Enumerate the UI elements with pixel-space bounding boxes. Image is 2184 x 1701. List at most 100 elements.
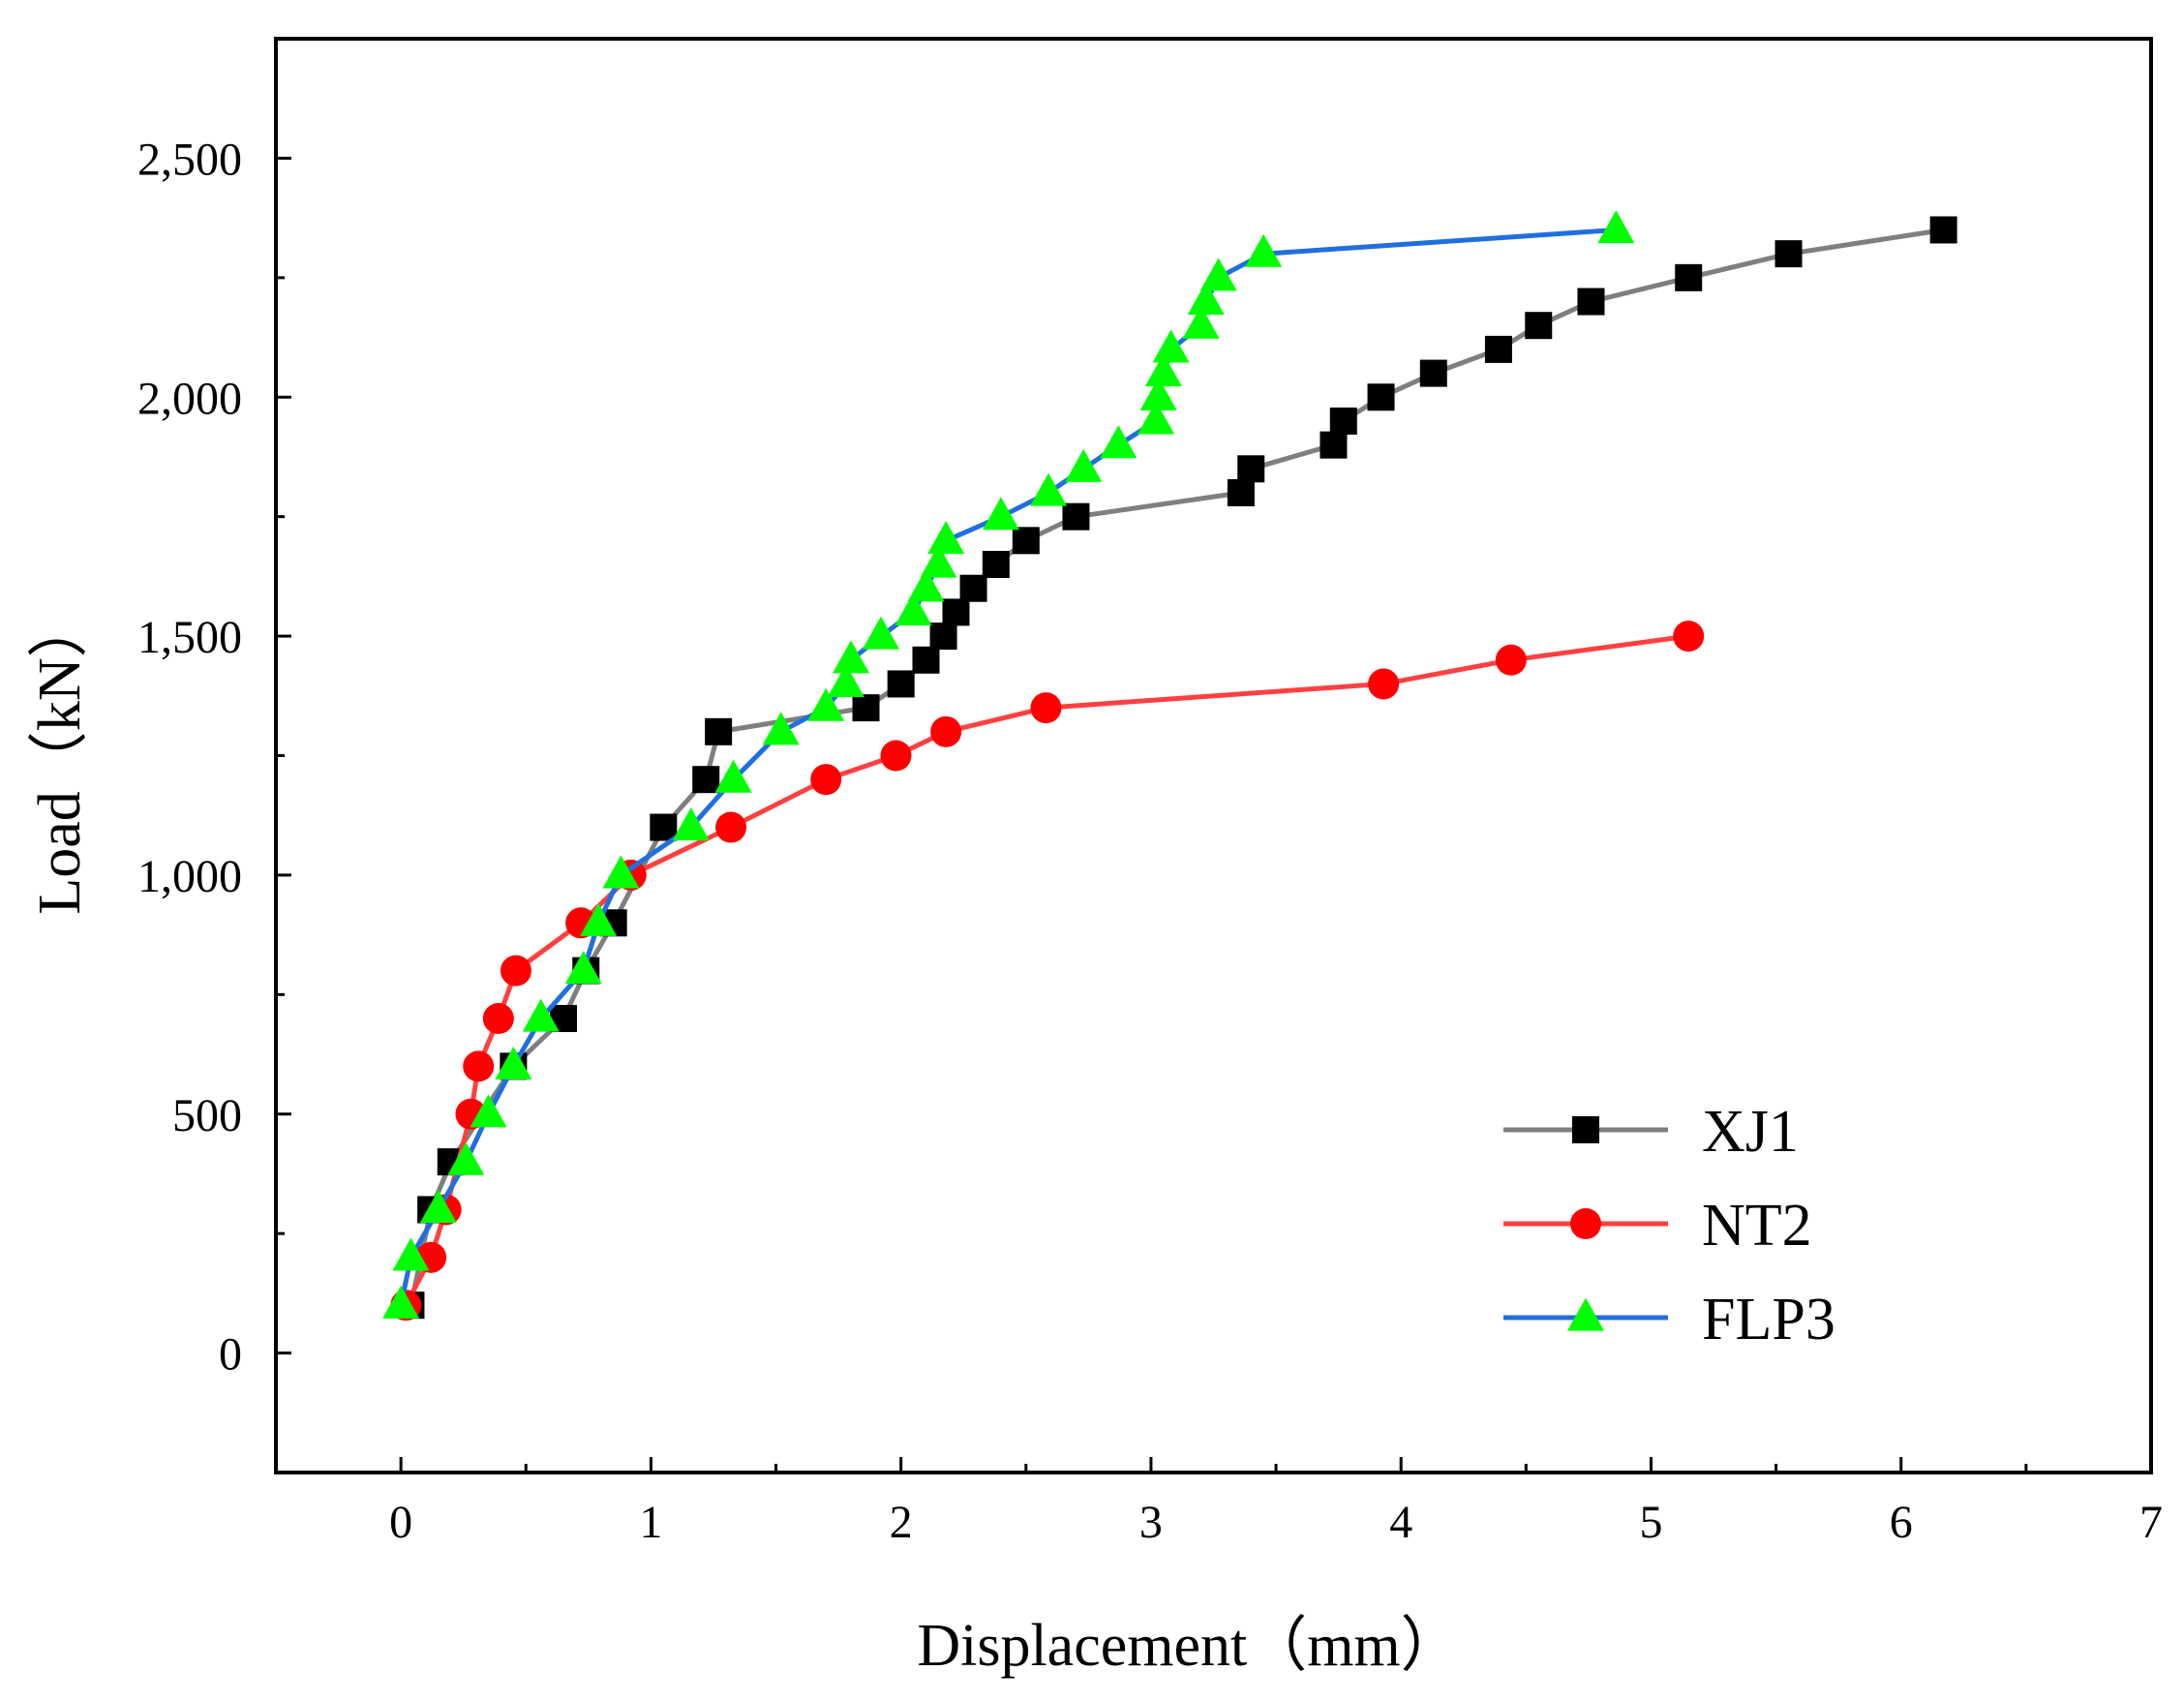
data-point-nt2: [1495, 644, 1527, 676]
data-point-xj1: [982, 551, 1010, 579]
data-point-flp3: [1245, 233, 1283, 267]
x-tick-label: 3: [1139, 1497, 1163, 1548]
y-tick-label: 2,500: [137, 134, 242, 185]
data-point-flp3: [470, 1094, 507, 1128]
data-point-xj1: [1577, 288, 1605, 316]
data-point-nt2: [1030, 692, 1062, 724]
data-point-flp3: [927, 520, 965, 554]
x-tick-label: 6: [1890, 1497, 1913, 1548]
x-tick-label: 0: [389, 1497, 412, 1548]
data-point-flp3: [1139, 377, 1177, 410]
data-point-xj1: [1012, 527, 1040, 555]
data-point-flp3: [1187, 282, 1225, 316]
data-point-xj1: [1227, 478, 1255, 506]
legend-label: XJ1: [1702, 1099, 1799, 1165]
data-point-xj1: [912, 646, 940, 674]
data-point-xj1: [650, 813, 678, 841]
data-point-nt2: [1673, 621, 1705, 653]
data-point-flp3: [1152, 329, 1190, 363]
data-point-nt2: [482, 1003, 514, 1035]
data-point-nt2: [715, 811, 747, 843]
legend-item-nt2: NT2: [1503, 1193, 1812, 1259]
data-point-xj1: [692, 766, 720, 794]
data-point-flp3: [714, 759, 752, 793]
data-point-flp3: [1182, 305, 1220, 339]
series-flp3: [382, 210, 1635, 1319]
data-point-flp3: [419, 1190, 457, 1224]
data-point-xj1: [942, 598, 970, 626]
data-point-nt2: [880, 740, 912, 772]
series-layer: [382, 210, 1957, 1321]
data-point-flp3: [1144, 353, 1182, 387]
data-point-flp3: [522, 998, 560, 1032]
y-tick-label: 1,500: [137, 612, 242, 663]
data-point-flp3: [807, 687, 845, 721]
y-tick-label: 2,000: [137, 373, 242, 424]
data-point-flp3: [580, 902, 618, 936]
data-point-nt2: [930, 715, 962, 747]
data-point-flp3: [1065, 448, 1103, 482]
data-point-flp3: [1138, 401, 1175, 435]
y-axis: 0 500 1,000 1,500 2,000 2,500: [137, 134, 291, 1381]
data-point-flp3: [1100, 425, 1138, 459]
y-tick-label: 500: [172, 1090, 242, 1141]
x-tick-label: 2: [890, 1497, 913, 1548]
data-point-xj1: [1929, 216, 1957, 244]
data-point-flp3: [1199, 258, 1237, 291]
data-point-flp3: [762, 712, 800, 745]
legend-item-flp3: FLP3: [1503, 1287, 1835, 1352]
series-line-flp3: [398, 228, 1617, 1306]
y-tick-label: 1,000: [137, 851, 242, 902]
data-point-flp3: [1030, 472, 1068, 506]
legend-marker: [1572, 1116, 1599, 1143]
data-point-xj1: [959, 574, 987, 602]
data-point-nt2: [810, 764, 842, 796]
y-axis-title: Load（kN）: [27, 597, 93, 914]
legend-label: NT2: [1702, 1193, 1812, 1259]
data-point-xj1: [1675, 263, 1703, 291]
data-point-xj1: [1525, 312, 1553, 340]
data-point-flp3: [564, 951, 602, 985]
x-axis-title: Displacement（mm）: [917, 1613, 1460, 1679]
data-point-flp3: [392, 1237, 430, 1271]
data-point-xj1: [1320, 431, 1348, 459]
x-tick-label: 5: [1639, 1497, 1662, 1548]
data-point-xj1: [1774, 240, 1803, 268]
legend-label: FLP3: [1702, 1287, 1835, 1352]
data-point-xj1: [1484, 335, 1512, 363]
x-tick-label: 1: [639, 1497, 662, 1548]
data-point-flp3: [982, 497, 1019, 531]
data-point-nt2: [1368, 668, 1400, 700]
data-point-flp3: [672, 807, 710, 841]
legend-marker: [1570, 1208, 1601, 1239]
data-point-xj1: [887, 670, 915, 698]
data-point-flp3: [827, 664, 864, 698]
data-point-xj1: [1237, 455, 1265, 483]
data-point-xj1: [1062, 502, 1090, 531]
data-point-flp3: [833, 640, 870, 674]
data-point-xj1: [929, 623, 957, 651]
data-point-flp3: [1597, 210, 1635, 244]
data-point-flp3: [920, 544, 957, 578]
data-point-flp3: [447, 1141, 485, 1175]
data-point-xj1: [1367, 383, 1395, 411]
data-point-flp3: [895, 592, 932, 625]
data-point-xj1: [1329, 407, 1357, 435]
legend: XJ1 NT2 FLP3: [1503, 1099, 1835, 1352]
data-point-flp3: [382, 1285, 420, 1319]
data-point-xj1: [1419, 359, 1447, 387]
x-tick-label: 7: [2139, 1497, 2163, 1548]
data-point-xj1: [705, 717, 733, 745]
data-point-flp3: [602, 855, 640, 889]
data-point-flp3: [907, 568, 945, 602]
x-axis: 0 1 2 3 4 5 6 7: [274, 1457, 2163, 1548]
x-tick-label: 4: [1389, 1497, 1412, 1548]
data-point-xj1: [852, 694, 880, 722]
data-point-flp3: [495, 1046, 532, 1079]
data-point-nt2: [463, 1050, 495, 1082]
plot-frame: [274, 37, 2153, 1474]
legend-item-xj1: XJ1: [1503, 1099, 1799, 1165]
data-point-nt2: [500, 955, 531, 987]
legend-marker: [1567, 1297, 1604, 1331]
